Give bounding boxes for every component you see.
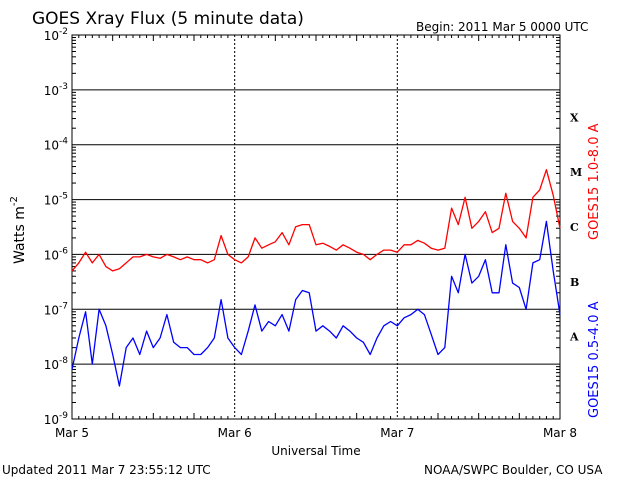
- y-tick-label: 10-6: [44, 246, 69, 262]
- chart-title: GOES Xray Flux (5 minute data): [32, 9, 304, 29]
- y-tick-label: 10-2: [44, 27, 68, 43]
- flare-class-label: B: [570, 276, 579, 289]
- y-tick-label: 10-8: [44, 356, 69, 372]
- flare-class-label: X: [570, 111, 579, 124]
- y-tick-label: 10-4: [44, 137, 69, 153]
- x-tick-label: Mar 5: [55, 426, 89, 440]
- y-tick-label: 10-7: [44, 301, 68, 317]
- flare-class-label: M: [570, 166, 582, 179]
- x-tick-label: Mar 6: [218, 426, 252, 440]
- y-tick-label: 10-3: [44, 82, 68, 98]
- y-tick-label: 10-9: [44, 411, 69, 427]
- plot-frame: [71, 34, 561, 420]
- flare-class-label: A: [569, 331, 579, 344]
- legend-short-label: GOES15 0.5-4.0 A: [587, 301, 602, 418]
- svg-text:Watts m-2: Watts m-2: [9, 196, 28, 264]
- legend-short-channel: GOES15 0.5-4.0 A: [587, 301, 602, 418]
- begin-time: Begin: 2011 Mar 5 0000 UTC: [416, 20, 588, 34]
- plot-area: 10-9 10-8 10-7 10-6 10-5 10-4 10-3 10-2 Mar 5 Mar…: [44, 27, 582, 440]
- x-tick-label: Mar 8: [543, 426, 577, 440]
- y-tick-label: 10-5: [44, 192, 68, 208]
- credit-text: NOAA/SWPC Boulder, CO USA: [424, 463, 603, 477]
- y-axis-label-exponent: -2: [9, 196, 20, 206]
- series-line-1: [71, 220, 561, 387]
- legend-long-label: GOES15 1.0-8.0 A: [587, 123, 602, 240]
- series-line-0: [71, 169, 561, 272]
- y-axis-label-text: Watts m: [12, 206, 28, 264]
- x-tick-label: Mar 7: [380, 426, 414, 440]
- y-axis-label: Watts m-2: [9, 196, 28, 264]
- x-axis-label: Universal Time: [271, 444, 360, 458]
- flare-class-label: C: [570, 221, 579, 234]
- updated-time: Updated 2011 Mar 7 23:55:12 UTC: [2, 463, 211, 477]
- legend-long-channel: GOES15 1.0-8.0 A: [587, 123, 602, 240]
